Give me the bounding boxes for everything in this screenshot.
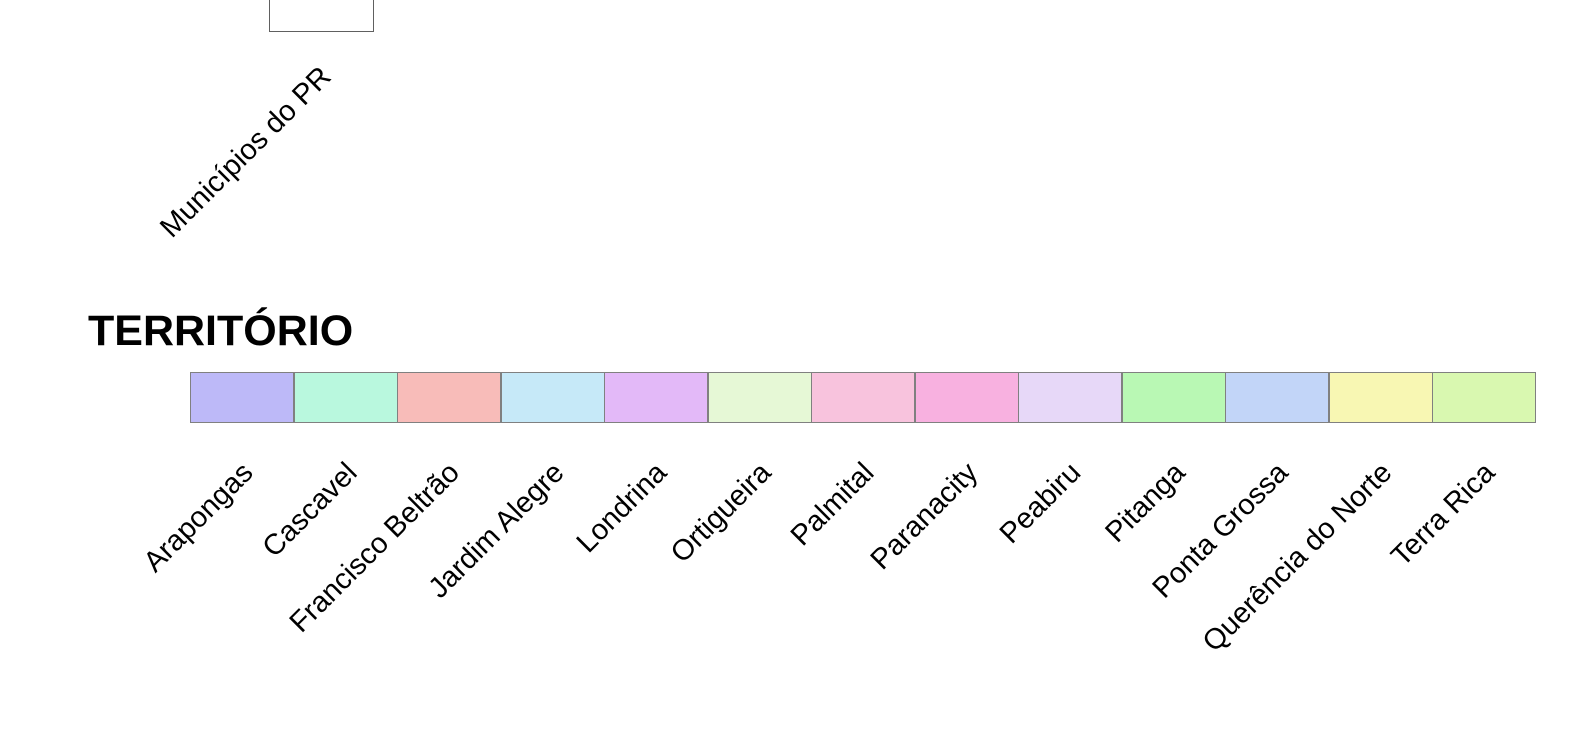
territory-swatch — [604, 372, 708, 423]
territory-swatch — [294, 372, 398, 423]
territory-label: Ortigueira — [664, 456, 778, 570]
territory-label: Cascavel — [256, 456, 364, 564]
municipios-layer-swatch — [269, 0, 374, 32]
territory-swatch — [811, 372, 915, 423]
territory-swatch — [190, 372, 294, 423]
territory-swatch — [1018, 372, 1122, 423]
territory-label: Arapongas — [138, 456, 260, 579]
territory-swatch — [708, 372, 812, 423]
territory-label: Terra Rica — [1385, 456, 1502, 573]
territory-swatch — [1432, 372, 1536, 423]
territory-label: Peabiru — [994, 456, 1088, 550]
territory-swatch — [1329, 372, 1433, 423]
territory-swatch — [397, 372, 501, 423]
territory-label: Londrina — [571, 456, 674, 560]
territorio-legend-title: TERRITÓRIO — [88, 307, 354, 355]
territory-swatch — [1225, 372, 1329, 423]
territory-swatch — [501, 372, 605, 423]
territory-label: Paranacity — [864, 456, 985, 577]
territory-label: Palmital — [785, 456, 881, 553]
territory-label: Querência do Norte — [1196, 456, 1399, 659]
territory-swatch — [1122, 372, 1226, 423]
territory-label: Pitanga — [1099, 456, 1192, 549]
territory-swatch — [915, 372, 1019, 423]
municipios-layer-label: Municípios do PR — [154, 60, 338, 244]
